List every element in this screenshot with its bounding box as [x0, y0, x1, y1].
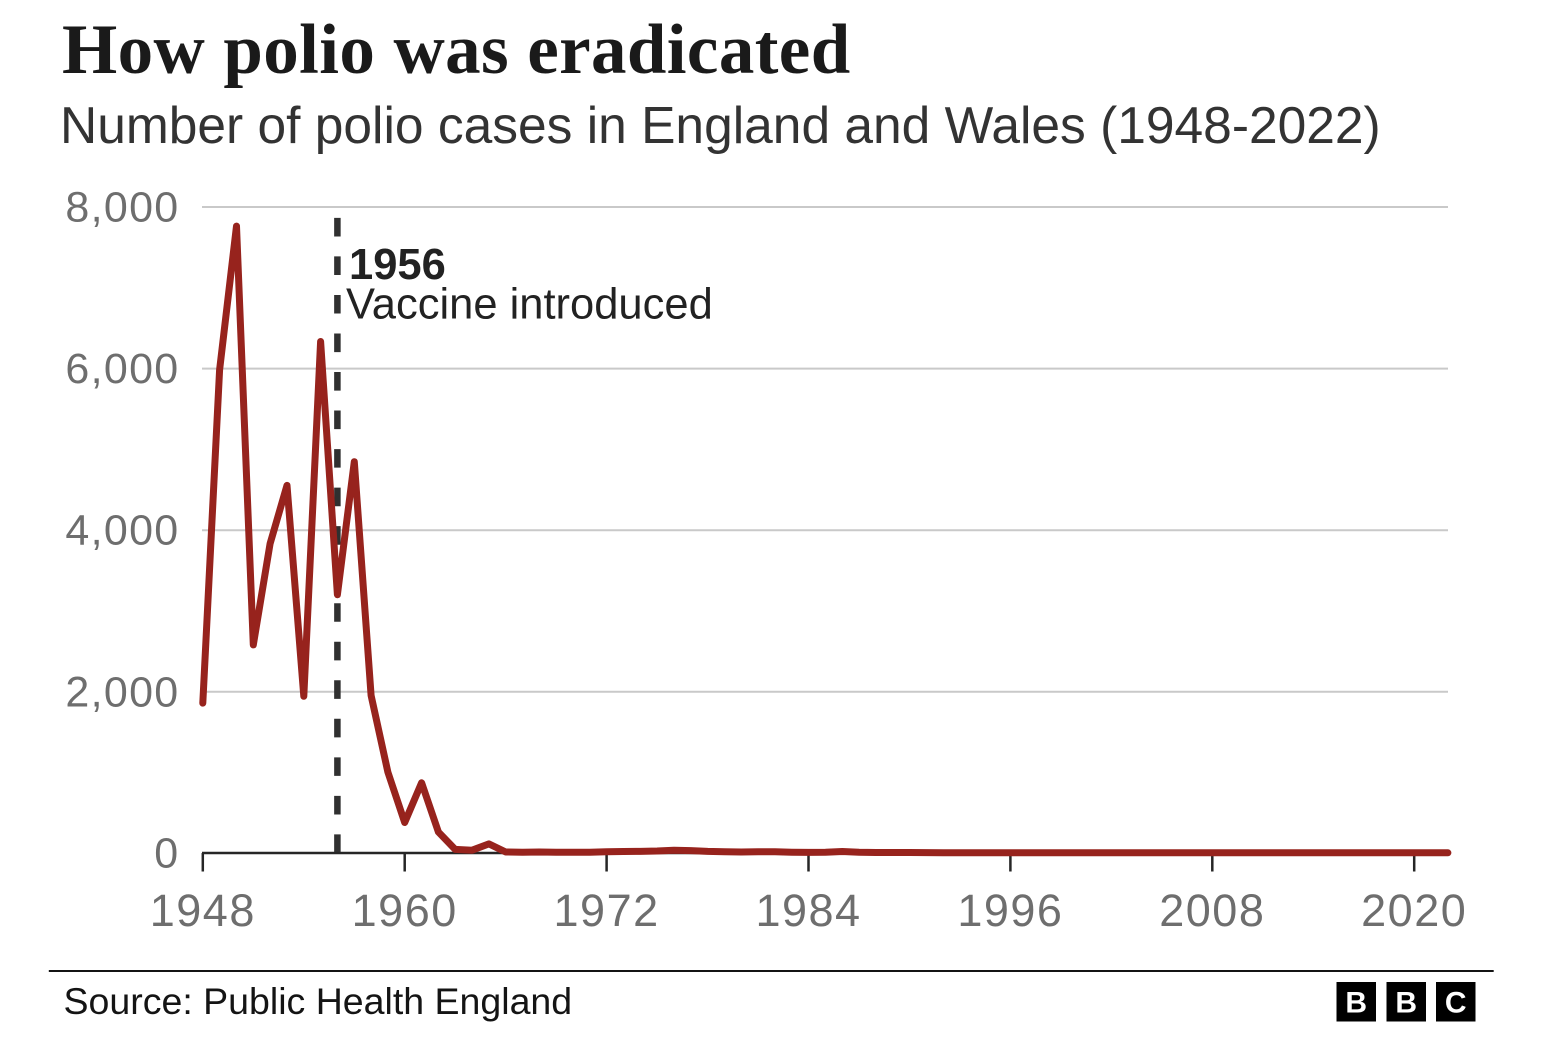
svg-text:1984: 1984 — [755, 885, 861, 936]
svg-text:2020: 2020 — [1361, 885, 1467, 936]
svg-text:Source: Public Health England: Source: Public Health England — [64, 980, 573, 1022]
svg-text:How polio was eradicated: How polio was eradicated — [62, 11, 851, 89]
svg-text:1956: 1956 — [349, 241, 446, 289]
svg-text:C: C — [1445, 987, 1467, 1020]
svg-text:2,000: 2,000 — [65, 668, 179, 716]
svg-text:1972: 1972 — [554, 885, 660, 936]
svg-text:B: B — [1395, 987, 1417, 1020]
svg-text:0: 0 — [154, 830, 179, 878]
svg-text:6,000: 6,000 — [65, 345, 179, 393]
svg-text:1996: 1996 — [957, 885, 1063, 936]
svg-text:Vaccine introduced: Vaccine introduced — [346, 281, 713, 329]
svg-text:2008: 2008 — [1159, 885, 1265, 936]
svg-text:1960: 1960 — [352, 885, 458, 936]
svg-text:4,000: 4,000 — [65, 507, 179, 555]
svg-text:B: B — [1345, 987, 1367, 1020]
svg-text:Number of polio cases in Engla: Number of polio cases in England and Wal… — [60, 96, 1381, 154]
svg-text:8,000: 8,000 — [65, 184, 179, 232]
svg-text:1948: 1948 — [150, 885, 256, 936]
